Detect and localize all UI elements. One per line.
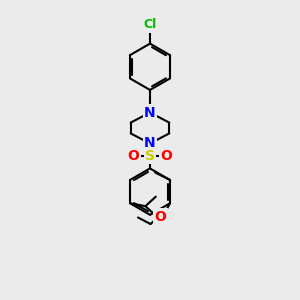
Text: N: N	[144, 136, 156, 151]
Text: O: O	[154, 210, 166, 224]
Text: Cl: Cl	[143, 18, 157, 32]
Text: O: O	[161, 149, 172, 163]
Text: S: S	[145, 149, 155, 163]
Text: N: N	[144, 106, 156, 120]
Text: O: O	[128, 149, 139, 163]
